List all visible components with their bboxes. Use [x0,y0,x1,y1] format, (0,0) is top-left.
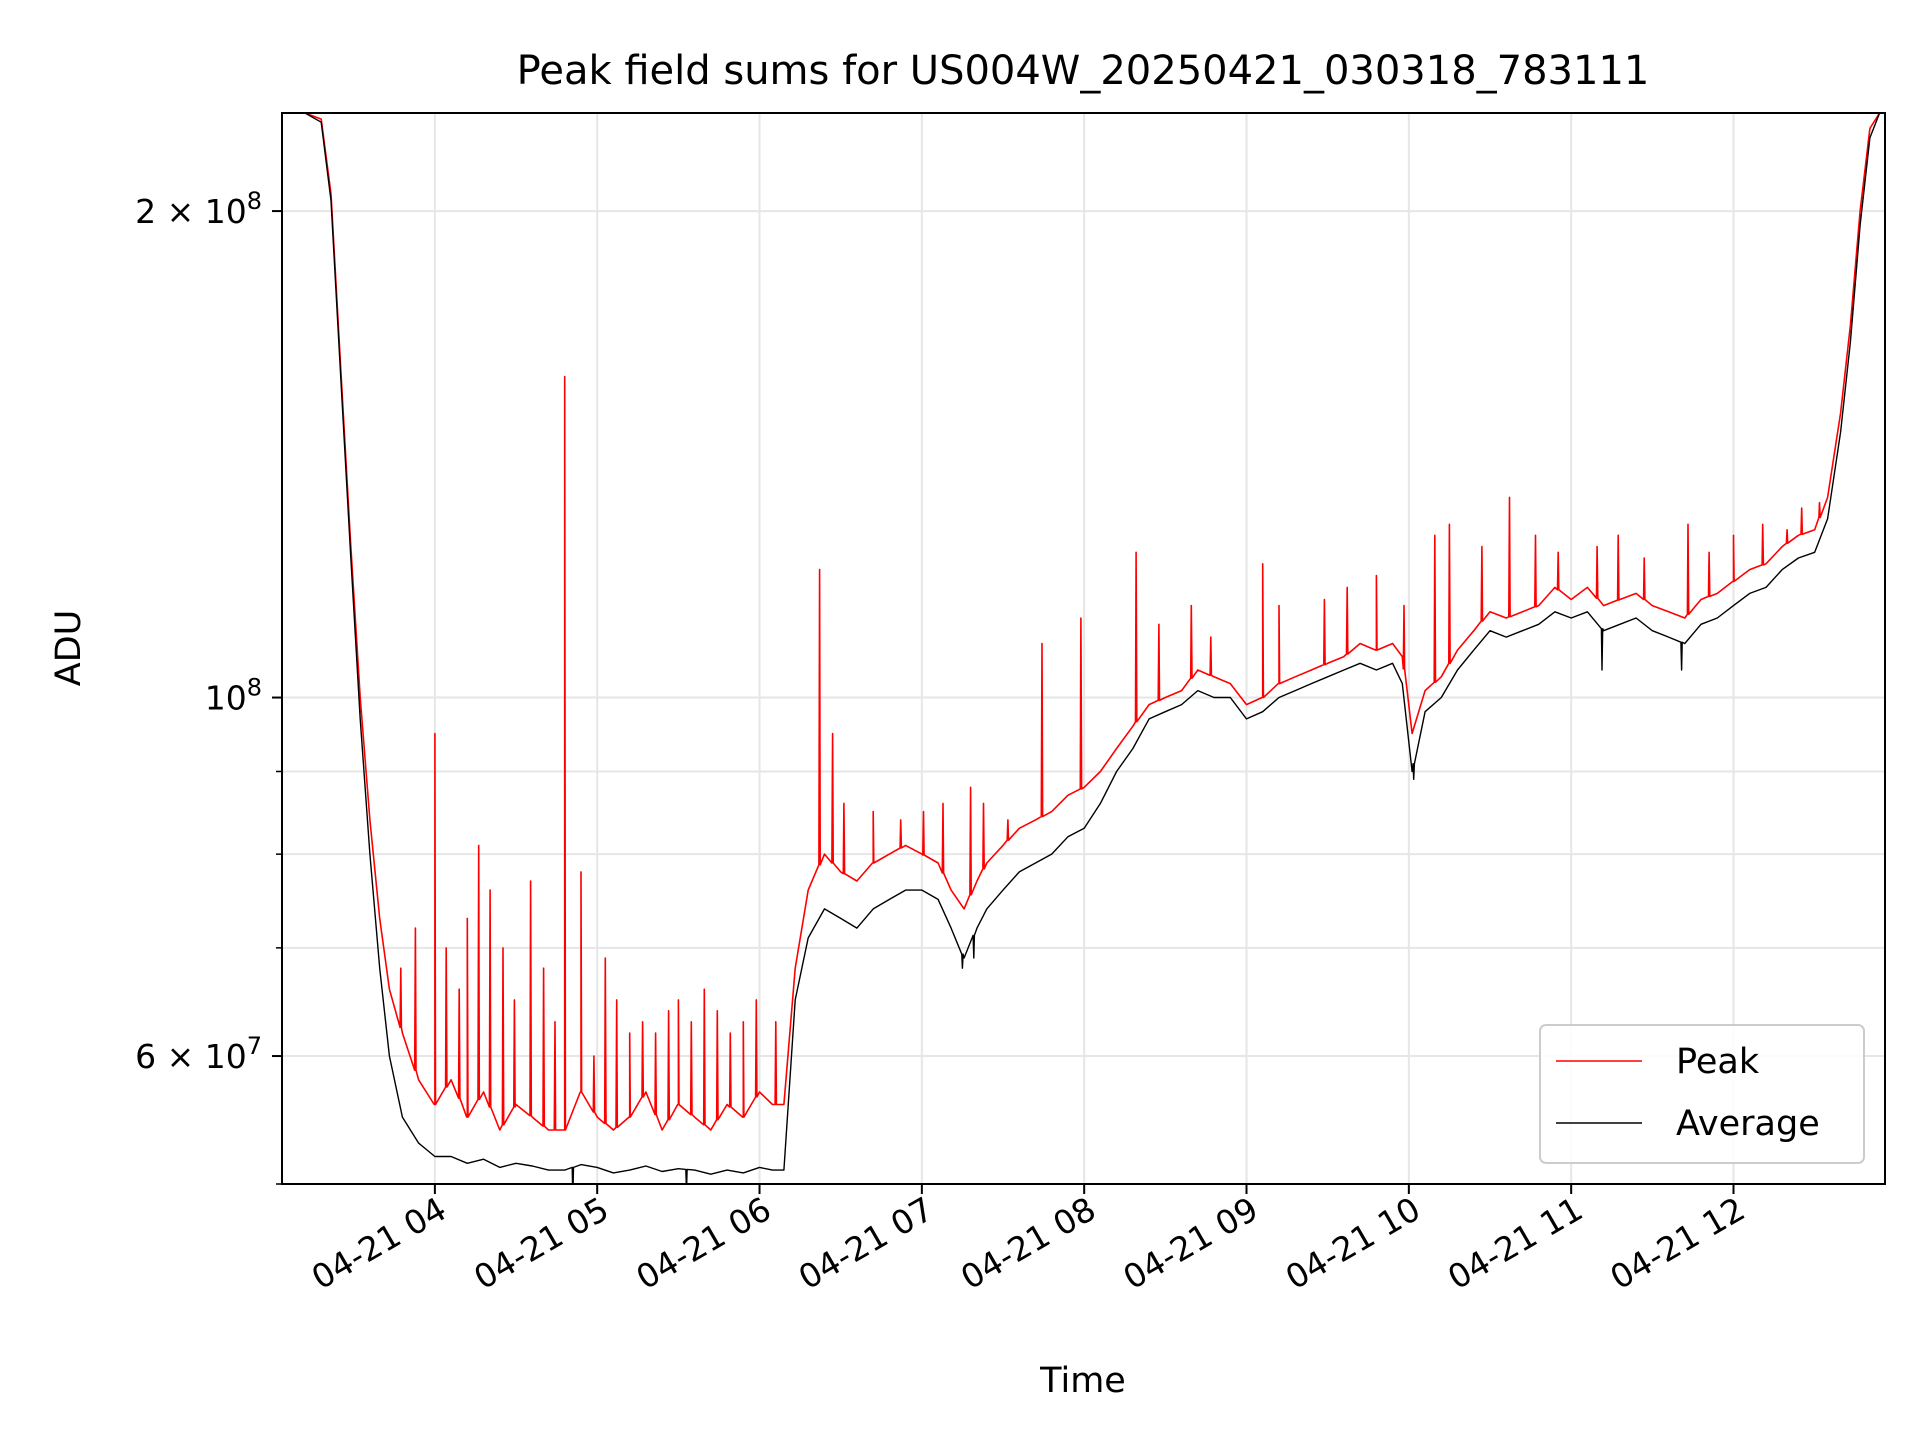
legend: Peak Average [1539,1024,1865,1164]
x-tick-label: 04-21 07 [792,1189,940,1297]
x-tick-label: 04-21 12 [1604,1189,1752,1297]
series-peak-line [282,113,1881,1131]
grid [282,113,1885,1185]
chart-title: Peak field sums for US004W_20250421_0303… [517,48,1650,94]
x-tick-label: 04-21 08 [954,1189,1102,1297]
x-tick-label: 04-21 11 [1441,1189,1589,1297]
y-axis-label: ADU [49,610,89,687]
x-tick-label: 04-21 09 [1117,1189,1265,1297]
x-tick-label: 04-21 10 [1279,1189,1427,1297]
legend-average-label: Average [1676,1104,1820,1144]
x-axis-label: Time [1039,1361,1126,1401]
x-tick-label: 04-21 04 [305,1189,453,1297]
legend-peak-label: Peak [1676,1042,1760,1082]
x-tick-label: 04-21 06 [630,1189,778,1297]
legend-box [1539,1024,1865,1164]
y-axis: 2 × 108 108 6 × 107 [135,187,282,1185]
x-axis: 04-21 04 04-21 05 04-21 06 04-21 07 04-21 08… [305,1184,1752,1297]
y-tick-label: 2 × 108 [135,187,262,231]
series-layer [282,113,1881,1184]
y-tick-label: 6 × 107 [135,1032,262,1076]
series-average-line [282,113,1881,1184]
y-tick-label: 108 [205,674,262,718]
x-tick-label: 04-21 05 [467,1189,615,1297]
